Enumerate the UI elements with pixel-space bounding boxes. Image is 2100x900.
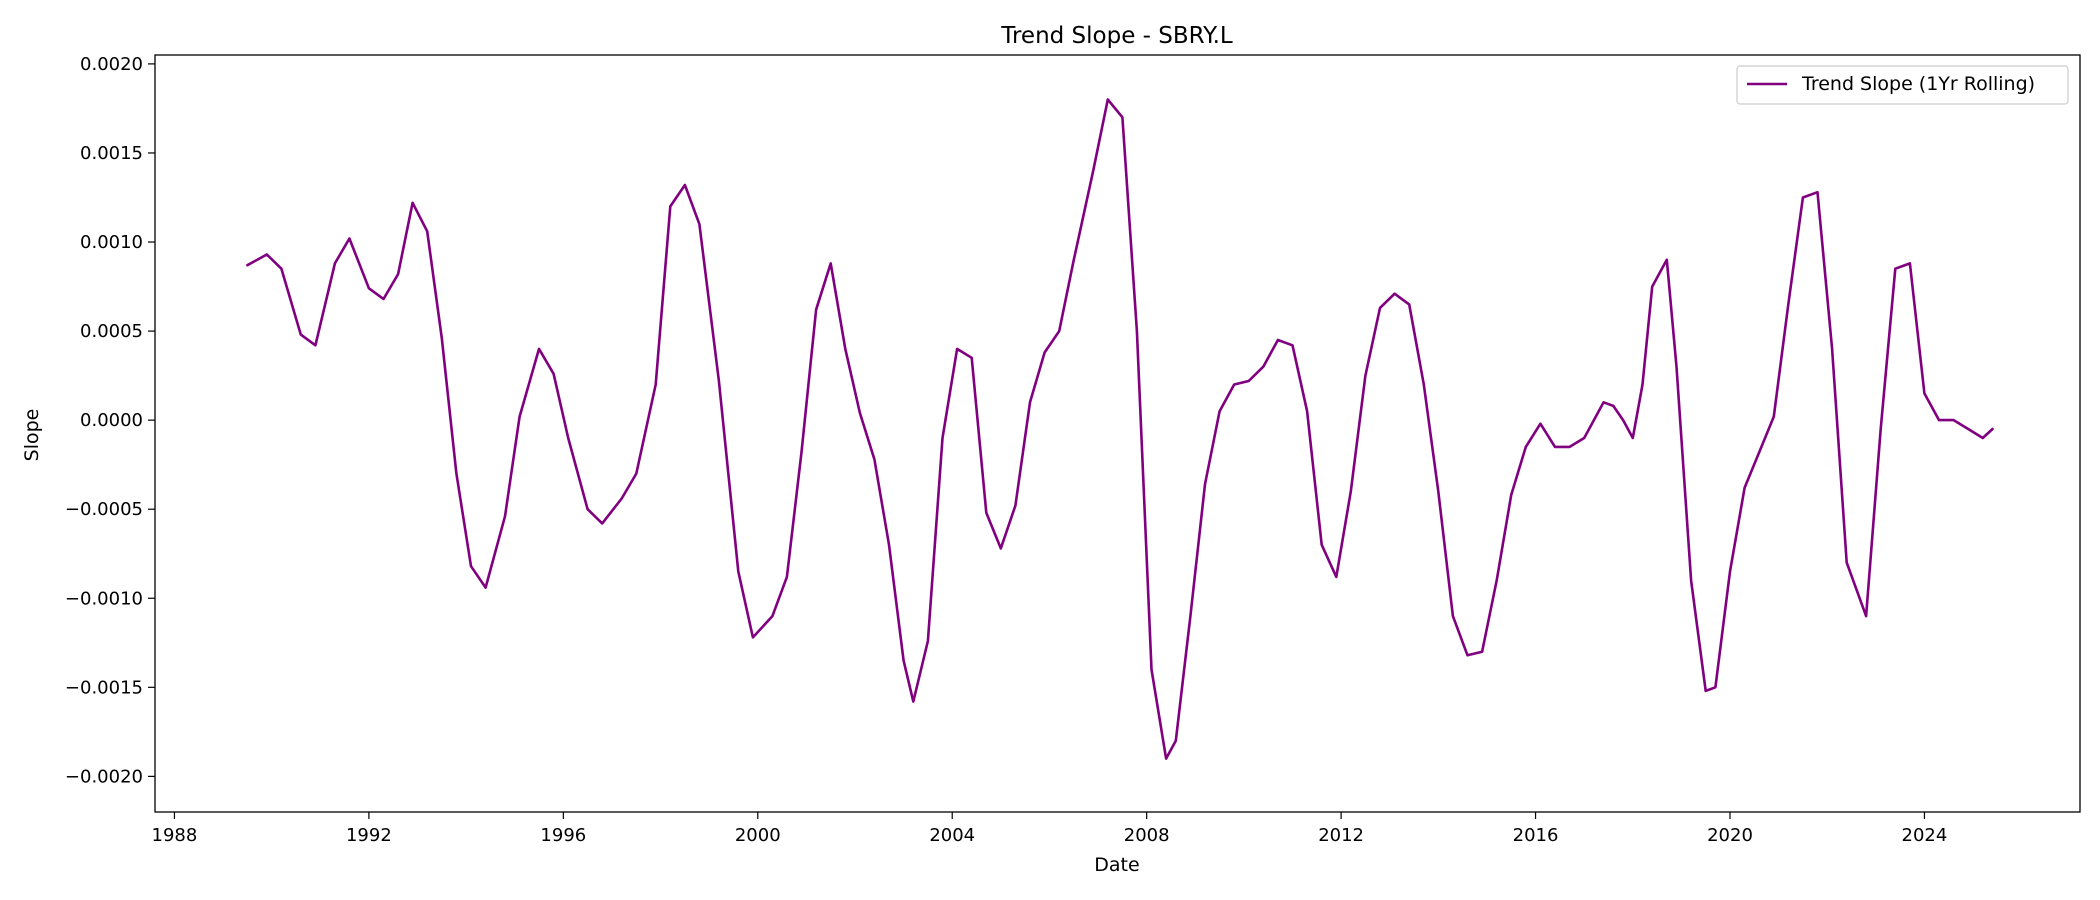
y-tick-label: −0.0010 <box>65 588 143 609</box>
y-tick-label: 0.0020 <box>80 54 143 75</box>
y-tick-label: 0.0010 <box>80 232 143 253</box>
legend-label: Trend Slope (1Yr Rolling) <box>1801 73 2035 95</box>
x-tick-label: 2012 <box>1318 825 1364 846</box>
legend: Trend Slope (1Yr Rolling) <box>1736 65 2069 105</box>
chart-title: Trend Slope - SBRY.L <box>1000 23 1233 49</box>
y-tick-label: 0.0005 <box>80 321 143 342</box>
series-line-0 <box>246 98 1994 760</box>
y-tick-label: −0.0005 <box>65 499 143 520</box>
y-axis-label: Slope <box>21 409 43 462</box>
x-tick-label: 1988 <box>152 825 198 846</box>
y-tick-label: −0.0020 <box>65 766 143 787</box>
x-tick-label: 2004 <box>929 825 975 846</box>
plot-area-frame <box>154 54 2081 813</box>
plot-line-layer <box>246 98 1994 760</box>
x-tick-label: 2020 <box>1707 825 1753 846</box>
y-axis: 0.0020 0.0015 0.0010 0.0005 0.0000 −0.0005 −0.… <box>65 54 155 787</box>
legend-box <box>1736 65 2069 105</box>
x-tick-label: 2008 <box>1124 825 1170 846</box>
x-tick-label: 2016 <box>1513 825 1559 846</box>
y-tick-label: 0.0015 <box>80 143 143 164</box>
y-tick-label: 0.0000 <box>80 410 143 431</box>
x-tick-label: 1992 <box>346 825 392 846</box>
x-tick-label: 2024 <box>1902 825 1948 846</box>
x-tick-label: 1996 <box>540 825 586 846</box>
x-axis-label: Date <box>1094 854 1139 876</box>
y-tick-label: −0.0015 <box>65 677 143 698</box>
x-axis: 1988 1992 1996 2000 2004 2008 2012 2016 2020 2024 <box>152 812 1948 846</box>
x-tick-label: 2000 <box>735 825 781 846</box>
